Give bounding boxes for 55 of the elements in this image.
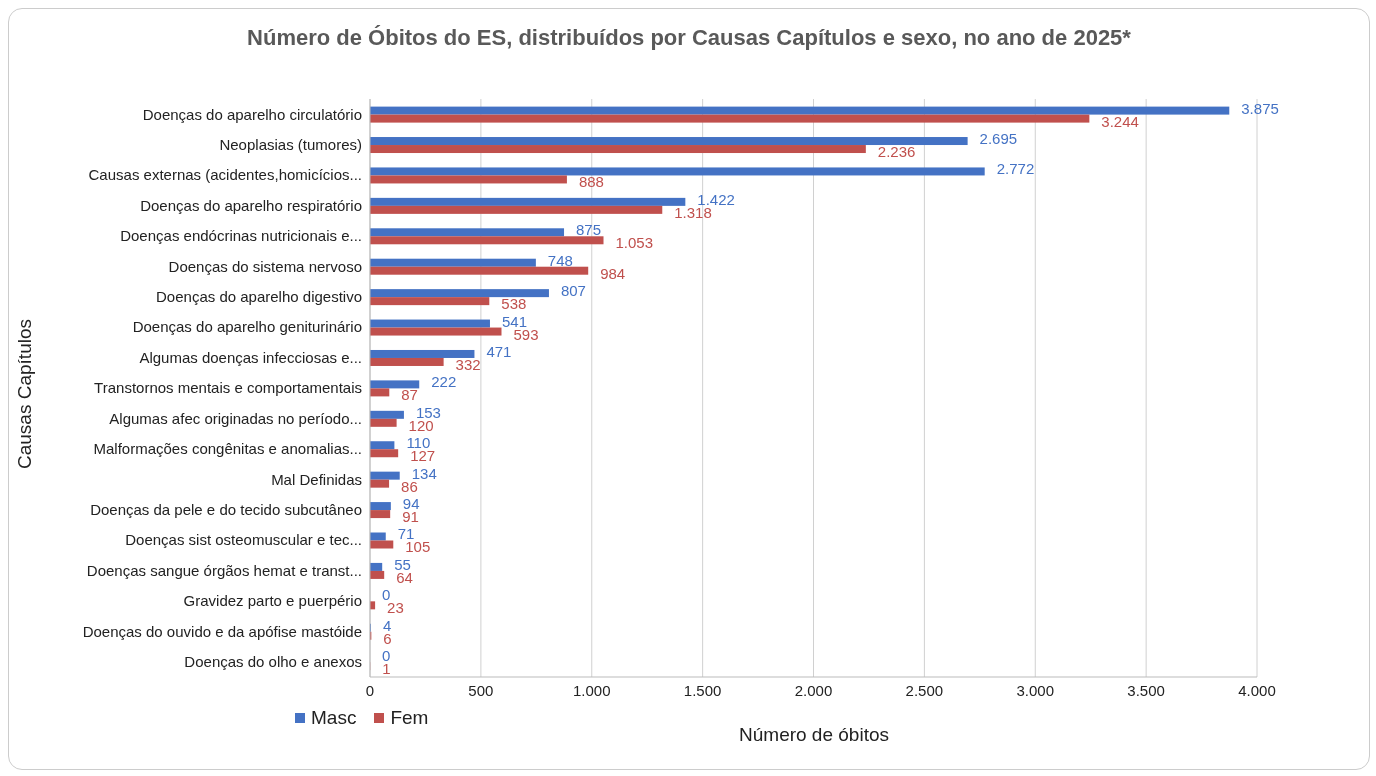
- y-tick-label: Doenças sangue órgãos hemat e transt...: [86, 561, 362, 579]
- data-label: 888: [578, 173, 604, 191]
- chart-title: Número de Óbitos do ES, distribuídos por Causas Capítulos e sexo, no ano de 2025*: [246, 24, 1132, 51]
- y-tick-label: Doenças da pele e do tecido subcutâneo: [90, 501, 362, 519]
- y-tick-label: Doenças do aparelho geniturinário: [132, 318, 362, 336]
- data-label: 1.053: [615, 234, 654, 252]
- data-label: 134: [411, 464, 437, 482]
- x-tick-label: 2.000: [794, 681, 833, 699]
- data-label: 222: [431, 373, 457, 391]
- data-label: 2.236: [877, 143, 916, 160]
- legend-label: Fem: [389, 707, 429, 729]
- data-label: 541: [501, 312, 527, 330]
- data-label: 87: [401, 386, 418, 404]
- x-axis-title: Número de óbitos: [739, 724, 889, 745]
- x-tick-label: 1.000: [572, 681, 611, 699]
- y-tick-label: Neoplasias (tumores): [219, 135, 362, 153]
- y-tick-label: Mal Definidas: [271, 470, 362, 488]
- data-label: 4: [382, 616, 392, 634]
- y-tick-label: Doenças do aparelho digestivo: [156, 288, 362, 306]
- y-tick-label: Doenças do olho e anexos: [184, 653, 362, 671]
- x-tick-label: 3.500: [1127, 681, 1165, 699]
- x-tick-label: 500: [468, 681, 494, 699]
- data-label: 153: [415, 403, 441, 421]
- y-tick-label: Doenças endócrinas nutricionais e...: [120, 227, 362, 245]
- y-tick-label: Algumas afec originadas no período...: [109, 409, 362, 427]
- y-tick-label: Doenças sist osteomuscular e tec...: [125, 531, 362, 549]
- data-label: 984: [600, 264, 626, 282]
- x-tick-label: 2.500: [905, 681, 944, 699]
- data-label: 332: [455, 355, 481, 373]
- x-tick-label: 3.000: [1016, 681, 1055, 699]
- y-tick-label: Doenças do ouvido e da apófise mastóide: [82, 622, 362, 640]
- y-axis-title: Causas Capítulos: [14, 319, 36, 469]
- x-tick-label: 0: [365, 681, 375, 699]
- y-tick-label: Doenças do sistema nervoso: [168, 257, 362, 275]
- y-tick-label: Algumas doenças infecciosas e...: [139, 348, 362, 366]
- data-label: 3.244: [1101, 112, 1139, 130]
- y-tick-label: Doenças do aparelho respiratório: [140, 196, 362, 214]
- y-tick-label: Doenças do aparelho circulatório: [142, 105, 362, 123]
- y-tick-label: Gravidez parto e puerpério: [183, 592, 362, 610]
- data-label: 2.695: [979, 130, 1018, 147]
- x-tick-label: 4.000: [1238, 681, 1276, 699]
- legend-label: Masc: [310, 707, 357, 729]
- data-label: 2.772: [996, 160, 1035, 178]
- data-label: 875: [576, 221, 602, 239]
- data-label: 55: [394, 555, 411, 573]
- data-label: 3.875: [1241, 99, 1279, 117]
- y-tick-label: Causas externas (acidentes,homicícios...: [88, 166, 362, 184]
- data-label: 538: [501, 295, 527, 313]
- x-tick-label: 1.500: [683, 681, 722, 699]
- data-label: 1.422: [697, 190, 735, 208]
- y-tick-label: Transtornos mentais e comportamentais: [94, 379, 362, 397]
- data-label: 471: [486, 342, 512, 360]
- data-label: 748: [547, 251, 573, 269]
- y-tick-label: Malformações congênitas e anomalias...: [93, 440, 362, 458]
- data-label: 807: [560, 282, 586, 300]
